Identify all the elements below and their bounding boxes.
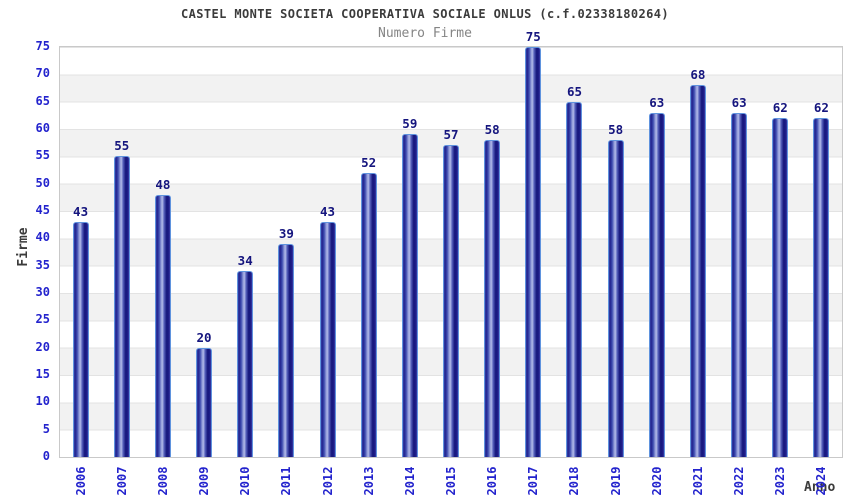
- bar-value-label-2015: 57: [443, 127, 459, 143]
- bar-2012: [319, 221, 336, 457]
- y-tick-label-65: 65: [35, 93, 50, 108]
- x-tick-label-2024: 2024: [814, 466, 829, 496]
- bar-value-label-2013: 52: [361, 154, 377, 170]
- y-tick-label-70: 70: [35, 66, 50, 81]
- bar-2022: [731, 112, 748, 457]
- bar-2018: [566, 101, 583, 457]
- bar-value-label-2017: 75: [525, 29, 541, 44]
- y-tick-label-45: 45: [35, 203, 50, 217]
- y-tick-label-25: 25: [35, 312, 50, 327]
- x-tick-label-2013: 2013: [361, 466, 376, 496]
- x-tick-label-2023: 2023: [773, 466, 788, 496]
- bar-value-label-2016: 58: [484, 121, 500, 137]
- y-tick-label-30: 30: [35, 285, 50, 299]
- x-tick-label-2018: 2018: [567, 466, 582, 496]
- bar-2014: [401, 134, 418, 457]
- x-tick-label-2022: 2022: [732, 466, 747, 496]
- x-tick-label-2011: 2011: [279, 466, 294, 496]
- x-tick-label-2015: 2015: [444, 466, 458, 496]
- bar-2010: [237, 271, 254, 457]
- x-tick-label-2020: 2020: [649, 466, 664, 496]
- y-tick-label-60: 60: [35, 121, 50, 135]
- x-tick-label-2019: 2019: [608, 466, 623, 496]
- chart-subtitle: Numero Firme: [378, 26, 472, 41]
- bar-value-label-2020: 63: [649, 94, 665, 110]
- x-tick-label-2008: 2008: [155, 466, 170, 496]
- x-tick-label-2010: 2010: [238, 466, 253, 496]
- x-tick-label-2016: 2016: [485, 466, 500, 496]
- bar-2019: [607, 139, 624, 457]
- y-tick-label-0: 0: [42, 449, 50, 463]
- bar-2007: [113, 156, 130, 457]
- y-tick-label-50: 50: [35, 175, 50, 190]
- bar-value-label-2021: 68: [690, 67, 706, 83]
- bar-2011: [278, 243, 295, 457]
- y-tick-label-75: 75: [35, 39, 50, 53]
- bar-value-label-2008: 48: [155, 176, 171, 192]
- bar-2023: [772, 118, 789, 457]
- bar-value-label-2012: 43: [319, 203, 336, 219]
- chart-title: CASTEL MONTE SOCIETA COOPERATIVA SOCIALE…: [181, 7, 669, 21]
- bar-value-label-2010: 34: [237, 253, 253, 269]
- bar-value-label-2007: 55: [114, 138, 130, 154]
- x-tick-label-2014: 2014: [402, 466, 417, 496]
- bar-2020: [648, 112, 665, 457]
- bar-value-label-2009: 20: [196, 329, 212, 345]
- plot-area: 43 55 48 20 34 39 43 52 59 57 58 75 65 58 63 68 63 62 62: [59, 29, 843, 458]
- y-tick-label-5: 5: [42, 421, 50, 436]
- bar-value-label-2006: 43: [73, 203, 89, 219]
- bar-value-label-2023: 62: [772, 100, 788, 116]
- x-tick-label-2017: 2017: [526, 466, 541, 496]
- bar-2015: [443, 145, 459, 457]
- bar-value-label-2019: 58: [608, 121, 624, 137]
- bar-2009: [196, 347, 213, 457]
- y-tick-label-15: 15: [35, 367, 50, 381]
- bar-2017: [525, 47, 542, 457]
- bar-2024: [813, 118, 830, 457]
- y-tick-label-35: 35: [35, 257, 50, 272]
- bar-2013: [360, 172, 377, 457]
- bar-value-label-2011: 39: [278, 225, 294, 241]
- bar-2008: [154, 194, 171, 457]
- bar-value-label-2022: 63: [731, 94, 747, 110]
- y-tick-label-20: 20: [35, 339, 50, 354]
- x-tick-label-2021: 2021: [690, 466, 705, 496]
- x-tick-label-2007: 2007: [114, 466, 129, 496]
- x-tick-label-2006: 2006: [73, 466, 88, 496]
- y-tick-label-55: 55: [35, 148, 50, 163]
- bar-2016: [484, 139, 501, 457]
- bar-value-label-2018: 65: [566, 83, 582, 99]
- x-tick-label-2009: 2009: [197, 466, 212, 496]
- bar-2006: [72, 221, 89, 457]
- bar-value-label-2014: 59: [402, 116, 418, 132]
- x-axis-label: Anno: [804, 480, 836, 495]
- bar-value-label-2024: 62: [813, 100, 829, 116]
- y-tick-label-40: 40: [35, 230, 50, 245]
- y-tick-label-10: 10: [35, 394, 50, 409]
- x-tick-label-2012: 2012: [320, 466, 335, 496]
- bar-2021: [689, 85, 706, 457]
